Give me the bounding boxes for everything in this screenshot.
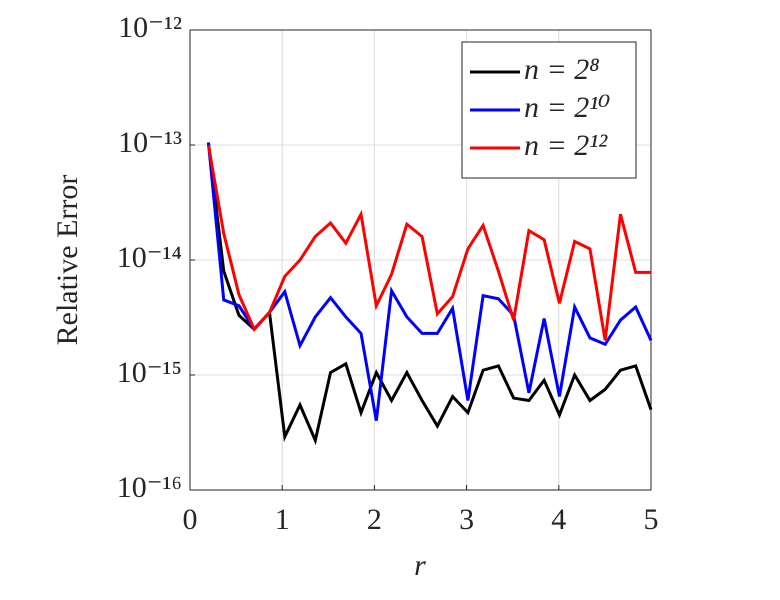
y-tick-label: 10⁻¹⁵ (117, 356, 182, 389)
x-tick-label: 5 (644, 503, 659, 536)
plot-frame (189, 29, 652, 491)
legend-label: n = 2¹² (524, 129, 608, 162)
series-line (206, 142, 653, 446)
x-axis-label: r (414, 549, 426, 582)
y-tick-label: 10⁻¹⁶ (117, 471, 182, 504)
y-tick-label: 10⁻¹² (118, 11, 182, 44)
legend: n = 2⁸ n = 2¹⁰ n = 2¹² (461, 41, 637, 179)
y-tick-label: 10⁻¹³ (118, 126, 182, 159)
y-axis-label: Relative Error (51, 175, 84, 346)
series-line (206, 142, 653, 422)
legend-label: n = 2¹⁰ (524, 91, 610, 124)
legend-label: n = 2⁸ (524, 53, 600, 86)
y-tick-label: 10⁻¹⁴ (117, 241, 182, 274)
x-tick-label: 2 (367, 503, 382, 536)
x-tick-label: 4 (551, 503, 566, 536)
series-line (206, 144, 651, 341)
x-tick-label: 0 (183, 503, 198, 536)
x-tick-label: 1 (275, 503, 290, 536)
x-tick-label: 3 (459, 503, 474, 536)
